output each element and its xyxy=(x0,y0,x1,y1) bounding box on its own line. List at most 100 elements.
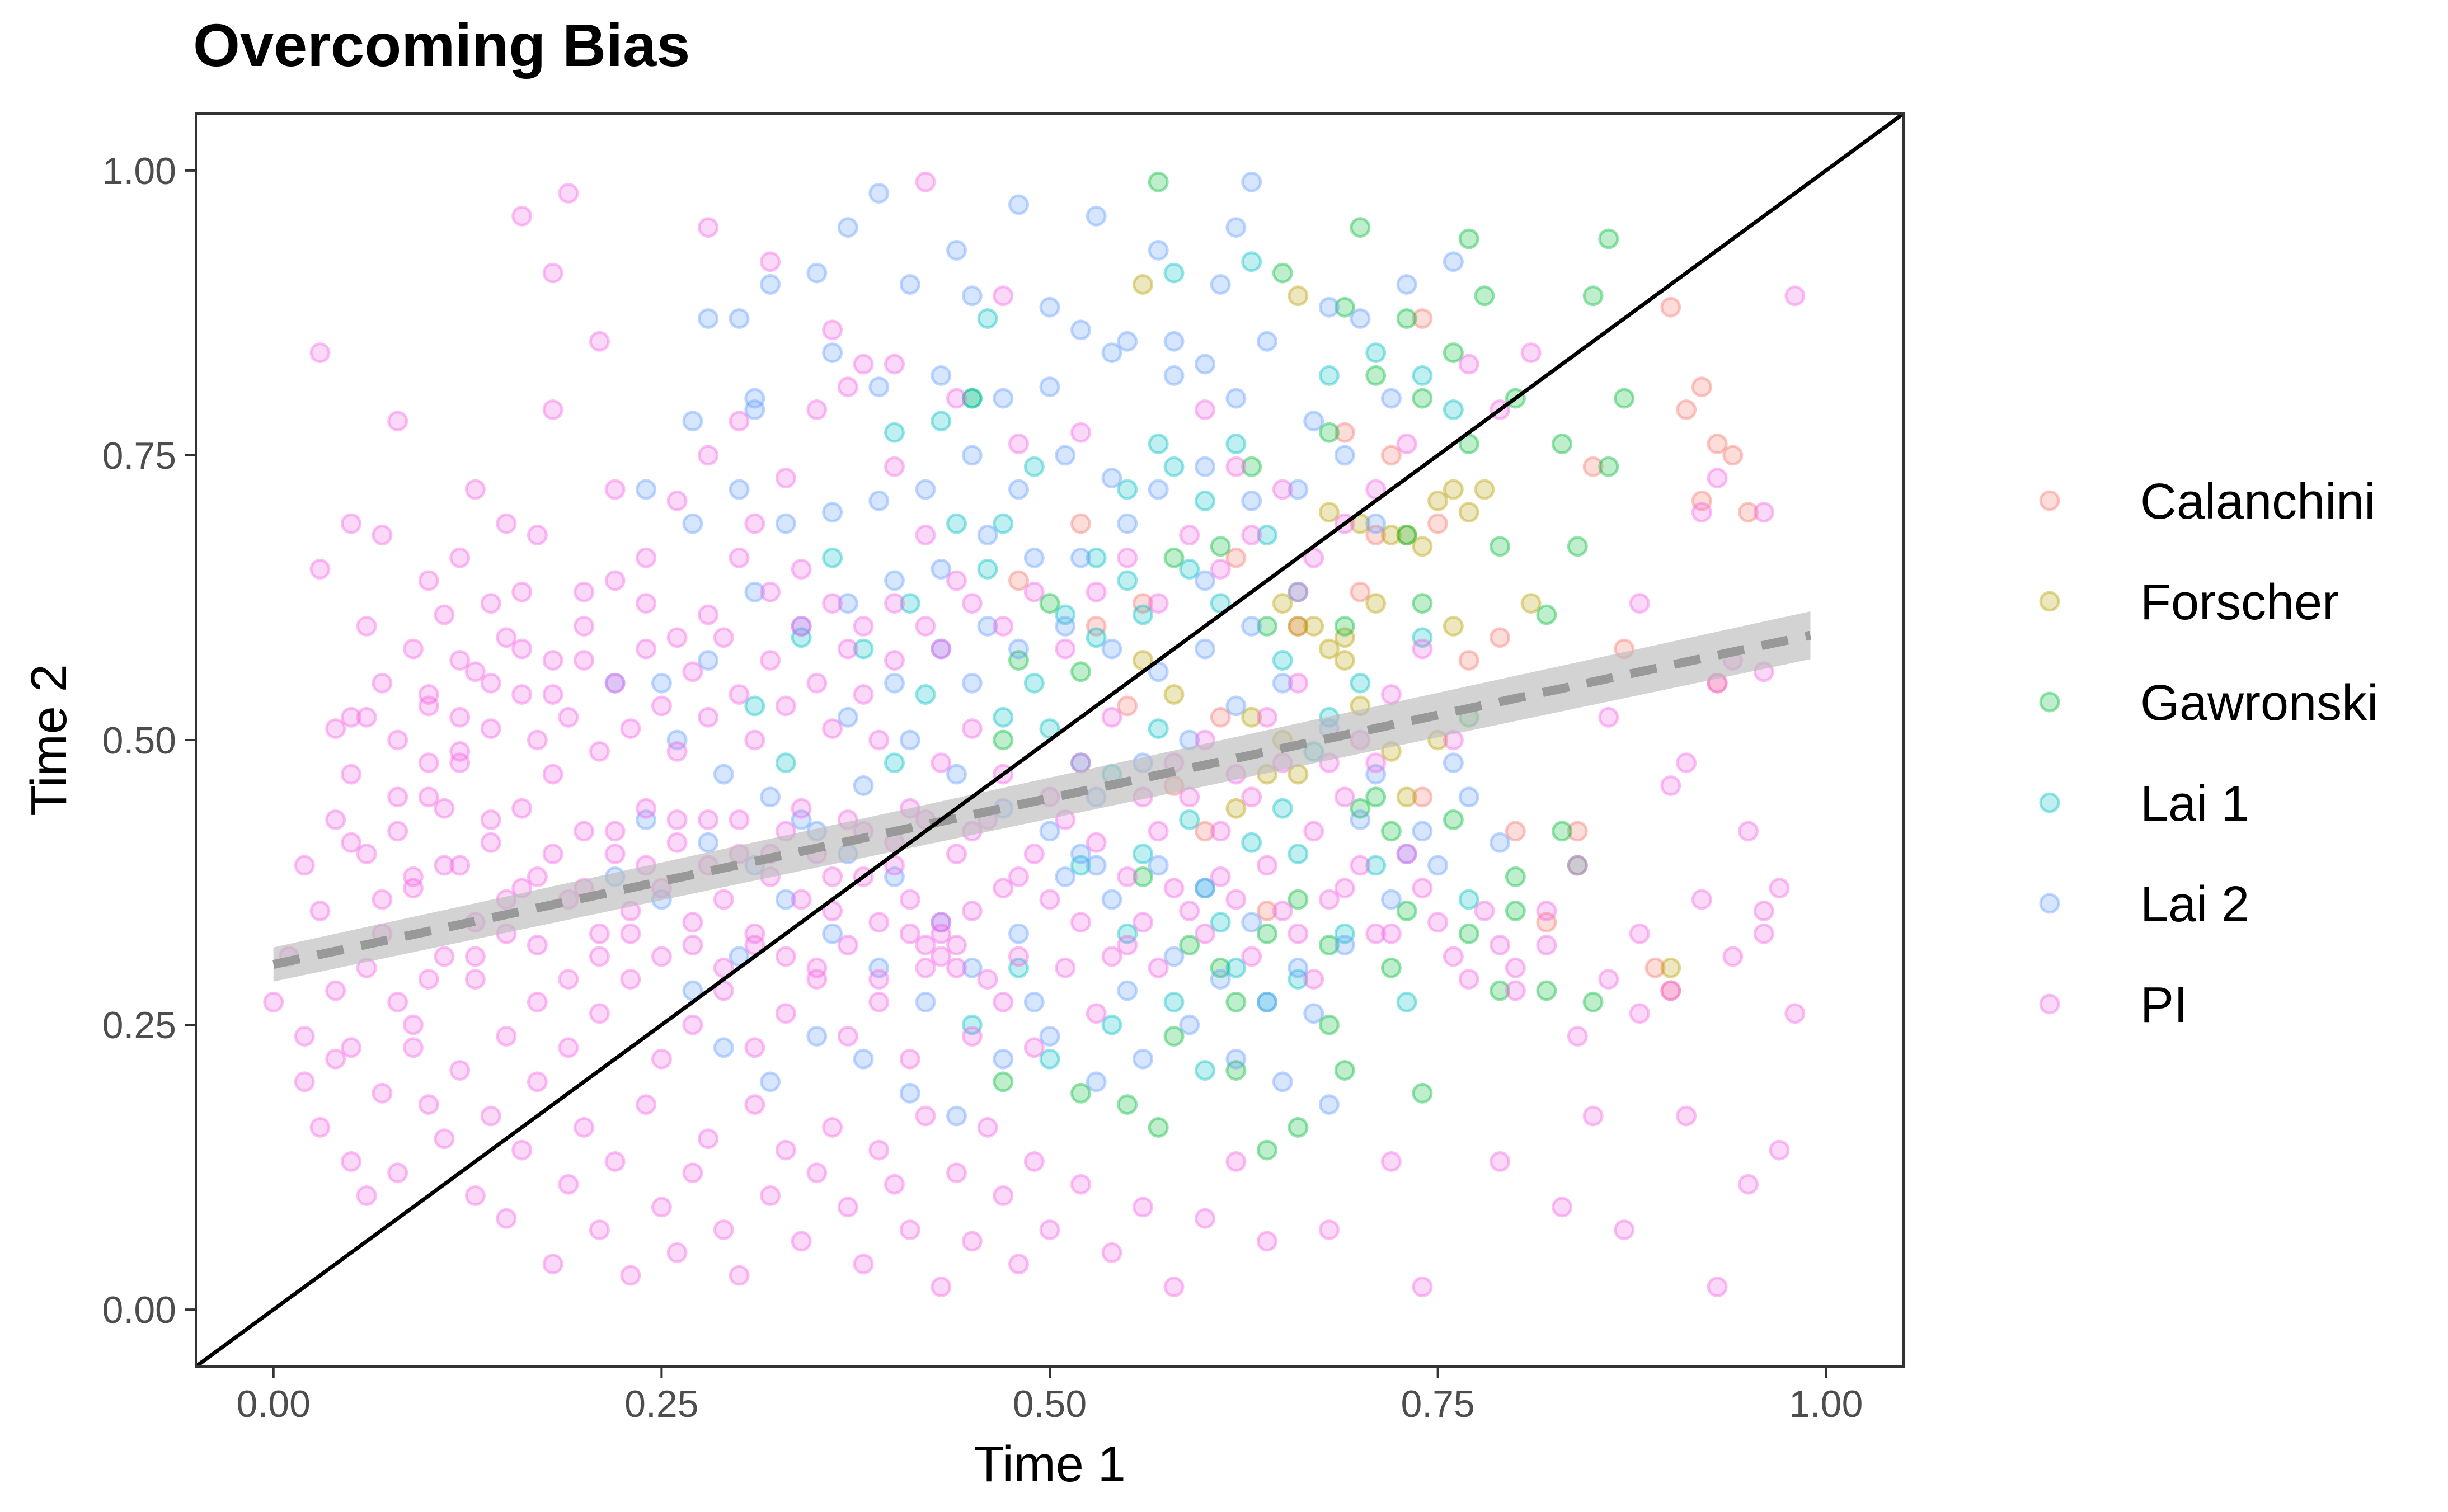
data-point xyxy=(309,901,331,921)
data-point xyxy=(542,650,563,671)
data-point xyxy=(1474,285,1495,307)
data-point xyxy=(1008,570,1029,591)
data-point xyxy=(1179,525,1200,545)
data-point xyxy=(651,946,672,967)
data-point xyxy=(1070,319,1091,341)
data-point xyxy=(1520,593,1542,614)
data-point xyxy=(806,1162,828,1184)
data-point xyxy=(1769,1139,1790,1161)
data-point xyxy=(713,889,734,910)
data-point xyxy=(1536,912,1557,933)
data-point xyxy=(977,525,998,545)
data-point xyxy=(1241,525,1262,545)
data-point xyxy=(961,1014,983,1035)
data-point xyxy=(1490,980,1511,1001)
data-point xyxy=(294,1071,315,1092)
data-point xyxy=(1567,855,1588,876)
data-point xyxy=(1722,946,1744,967)
data-point xyxy=(946,570,967,591)
data-point xyxy=(620,718,641,739)
x-axis-title: Time 1 xyxy=(974,1436,1126,1492)
data-point xyxy=(1163,547,1185,568)
data-point xyxy=(993,285,1014,307)
data-point xyxy=(775,1003,796,1024)
data-point xyxy=(1179,935,1200,955)
data-point xyxy=(1552,1197,1573,1218)
data-point xyxy=(1241,946,1262,967)
data-point xyxy=(1505,980,1526,1001)
data-point xyxy=(1318,296,1340,318)
data-point xyxy=(480,593,501,614)
data-point xyxy=(1288,923,1309,944)
data-point xyxy=(1008,650,1029,671)
data-point xyxy=(294,1026,315,1047)
data-point xyxy=(1179,559,1200,580)
data-point xyxy=(418,1094,439,1115)
data-point xyxy=(651,672,672,694)
data-point xyxy=(1195,456,1215,477)
data-point xyxy=(1660,980,1681,1001)
data-point xyxy=(604,672,626,694)
data-point xyxy=(1133,844,1153,865)
data-point xyxy=(558,706,579,728)
data-point xyxy=(1552,434,1573,454)
data-point xyxy=(760,1071,781,1092)
data-point xyxy=(806,262,828,284)
data-point xyxy=(806,1026,828,1047)
data-point xyxy=(1365,923,1387,944)
data-point xyxy=(356,615,377,637)
data-point xyxy=(1148,239,1169,261)
data-point xyxy=(1660,296,1681,318)
data-point xyxy=(511,205,533,227)
data-point xyxy=(1055,615,1076,637)
data-point xyxy=(915,991,936,1012)
data-point xyxy=(1427,513,1449,534)
data-point xyxy=(558,969,579,990)
data-point xyxy=(1241,832,1262,853)
data-point xyxy=(1412,627,1433,648)
data-point xyxy=(961,388,983,409)
data-point xyxy=(464,946,486,967)
data-point xyxy=(899,729,920,751)
data-point xyxy=(1023,456,1045,477)
data-point xyxy=(1210,274,1231,295)
data-point xyxy=(993,706,1014,728)
data-point xyxy=(1241,251,1262,272)
data-point xyxy=(1396,525,1417,545)
data-point xyxy=(915,525,936,545)
data-point xyxy=(822,342,843,364)
data-point xyxy=(1101,946,1122,967)
data-point xyxy=(1365,342,1387,364)
data-point xyxy=(1676,752,1697,774)
data-point xyxy=(1629,1003,1650,1024)
data-point xyxy=(791,889,812,910)
data-point xyxy=(527,866,548,887)
data-point xyxy=(1443,752,1464,774)
data-point xyxy=(775,468,796,489)
data-point xyxy=(480,1105,501,1127)
data-point xyxy=(1738,821,1759,842)
data-point xyxy=(744,513,765,534)
data-point xyxy=(884,752,905,774)
data-point xyxy=(698,650,719,671)
data-point xyxy=(806,969,828,990)
data-point xyxy=(1225,456,1247,477)
data-point xyxy=(729,946,750,967)
data-point xyxy=(1288,844,1309,865)
data-point xyxy=(868,490,890,511)
data-point xyxy=(1133,912,1153,933)
data-point xyxy=(1536,980,1557,1001)
data-point xyxy=(744,1094,765,1115)
data-point xyxy=(1288,581,1309,602)
data-point xyxy=(1582,991,1604,1012)
data-point xyxy=(1458,228,1479,249)
data-point xyxy=(1163,1277,1185,1297)
data-point xyxy=(993,878,1014,899)
data-point xyxy=(1256,615,1277,637)
data-point xyxy=(822,547,843,568)
data-point xyxy=(729,547,750,568)
data-point xyxy=(1334,445,1355,466)
data-point xyxy=(961,672,983,694)
data-point xyxy=(1412,821,1433,842)
data-point xyxy=(464,479,486,500)
